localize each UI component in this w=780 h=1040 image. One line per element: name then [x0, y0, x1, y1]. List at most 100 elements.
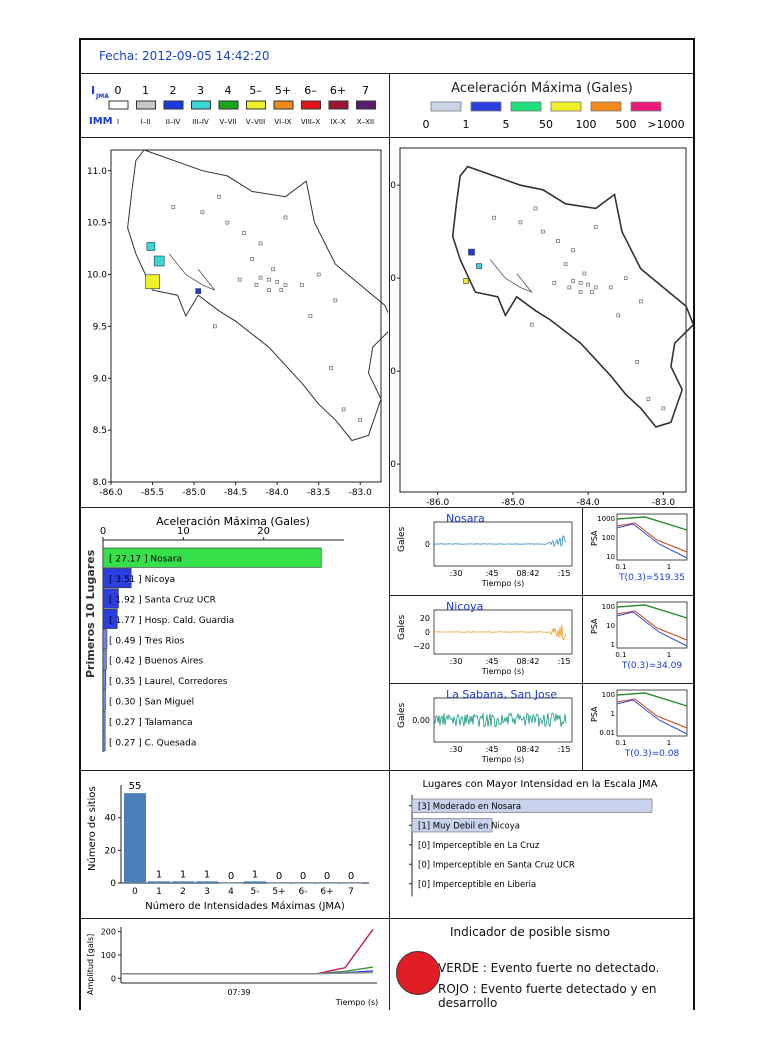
jma-places-panel: Lugares con Mayor Intensidad en la Escal… — [390, 771, 693, 919]
station-marker[interactable] — [329, 366, 334, 370]
station-marker[interactable] — [171, 205, 176, 209]
station-marker[interactable] — [556, 239, 560, 243]
station-marker[interactable] — [225, 220, 230, 225]
station-marker[interactable] — [279, 288, 284, 292]
waveform-chart: Nosara Gales 0:30:45 08:42:15 Tiempo (s) — [397, 512, 573, 588]
station-marker[interactable] — [552, 280, 557, 285]
station-marker[interactable] — [646, 397, 651, 401]
station-marker[interactable] — [316, 272, 321, 277]
jma-level-label: 5+ — [275, 84, 291, 97]
alert-indicator-light — [396, 951, 440, 995]
station-marker[interactable] — [582, 271, 587, 276]
station-marker[interactable] — [541, 229, 545, 234]
station-marker[interactable] — [492, 215, 496, 220]
jma-places-chart: Lugares con Mayor Intensidad en la Escal… — [409, 779, 658, 897]
psa-ylabel: PSA — [590, 530, 599, 546]
station-marker-highlight[interactable] — [468, 248, 475, 256]
station-marker[interactable] — [567, 285, 572, 290]
station-marker-highlight[interactable] — [476, 263, 482, 269]
top10-bar — [102, 608, 118, 629]
accel-legend-swatch — [510, 101, 542, 112]
station-marker[interactable] — [358, 417, 363, 422]
station-marker[interactable] — [586, 282, 591, 287]
accel-legend-tick: 5 — [503, 118, 510, 131]
accel-legend-panel: Aceleración Máxima (Gales) 0 1 5 50 100 500 >1… — [390, 74, 693, 138]
station-marker-highlight[interactable] — [145, 274, 160, 290]
station-marker[interactable] — [578, 280, 583, 285]
station-marker-highlight[interactable] — [195, 288, 202, 294]
station-marker[interactable] — [529, 322, 534, 327]
station-marker[interactable] — [258, 241, 263, 246]
station-marker[interactable] — [200, 210, 205, 215]
imm-row-label: IMM — [89, 116, 113, 127]
station-marker[interactable] — [212, 324, 217, 329]
station-marker[interactable] — [217, 194, 221, 199]
station-marker[interactable] — [635, 359, 639, 364]
psa-ylabel: PSA — [590, 618, 599, 634]
psa-caption: T(0.3)=34.09 — [621, 661, 682, 671]
station-marker[interactable] — [661, 406, 666, 411]
station-marker[interactable] — [518, 220, 523, 225]
station-marker-highlight[interactable] — [153, 255, 165, 267]
hist-xtick-label: 5- — [251, 887, 260, 897]
top10-bar-label: [ 0.35 ] Laurel, Corredores — [109, 677, 228, 687]
jma-row-sub: JMA — [95, 93, 109, 100]
station-marker[interactable] — [533, 206, 538, 211]
station-marker[interactable] — [237, 277, 242, 282]
map-ytick-label: 9.5 — [93, 322, 107, 332]
station-marker[interactable] — [250, 257, 255, 261]
top10-bar — [102, 690, 106, 711]
station-marker[interactable] — [271, 267, 275, 272]
map-ytick-label: 9.0 — [390, 367, 396, 377]
station-marker[interactable] — [266, 288, 271, 292]
station-marker[interactable] — [333, 298, 338, 303]
top10-bar-label: [ 0.49 ] Tres Rios — [109, 636, 185, 646]
station-marker[interactable] — [258, 275, 263, 280]
station-marker[interactable] — [638, 299, 643, 304]
psa-blue-curve — [616, 611, 688, 647]
jma-level-label: 0 — [115, 84, 122, 97]
top10-bar-label: [ 27.17 ] Nosara — [109, 555, 182, 565]
station-marker[interactable] — [590, 290, 594, 294]
station-marker[interactable] — [242, 231, 246, 235]
station-marker[interactable] — [254, 283, 259, 287]
station-marker[interactable] — [275, 279, 280, 284]
station-marker[interactable] — [578, 290, 583, 294]
station-marker[interactable] — [593, 285, 598, 290]
waveform-station: La Sabana, San Jose — [446, 688, 557, 701]
station-marker[interactable] — [341, 407, 346, 412]
accel-legend-tick: 100 — [576, 118, 597, 131]
station-marker[interactable] — [563, 262, 568, 267]
station-marker[interactable] — [623, 276, 628, 281]
hist-xtick-label: 5+ — [272, 887, 285, 897]
intensity-map-panel: 11.0 10.5 10.0 9.5 9.0 8.5 8.0 -86.0 -85.5 -85.0 -… — [81, 138, 390, 508]
top10-bar-label: [ 0.30 ] San Miguel — [109, 698, 194, 708]
places-label: [0] Imperceptible en Santa Cruz UCR — [418, 861, 575, 871]
accel-legend-swatch — [550, 101, 582, 112]
places-label: [0] Imperceptible en La Cruz — [418, 841, 540, 851]
station-marker-highlight[interactable] — [463, 278, 470, 284]
top10-bar — [102, 588, 119, 609]
station-marker[interactable] — [571, 279, 575, 283]
indicator-green-text: VERDE : Evento fuerte no detectado. — [438, 961, 660, 975]
waveform-ylabel: Gales — [397, 702, 407, 728]
hist-bar — [268, 883, 290, 884]
psa-xtick-label: 0.1 — [615, 739, 626, 747]
station-marker[interactable] — [283, 283, 288, 287]
station-marker[interactable] — [308, 314, 313, 318]
station-marker[interactable] — [283, 215, 288, 220]
station-marker[interactable] — [266, 277, 271, 282]
station-marker[interactable] — [616, 313, 621, 318]
waveform-station: Nicoya — [446, 600, 483, 613]
jma-level-label: 1 — [142, 84, 149, 97]
station-marker[interactable] — [593, 225, 598, 229]
imm-level-label: I–II — [141, 118, 151, 126]
accel-legend-tick: 50 — [539, 118, 553, 131]
station-marker[interactable] — [300, 283, 304, 287]
station-marker[interactable] — [571, 248, 575, 253]
station-marker[interactable] — [608, 285, 613, 290]
jma-level-swatch — [328, 100, 349, 110]
waveform-xtick-label: :30 — [450, 745, 463, 754]
station-marker-highlight[interactable] — [146, 242, 156, 251]
jma-level-label: 6+ — [330, 84, 346, 97]
